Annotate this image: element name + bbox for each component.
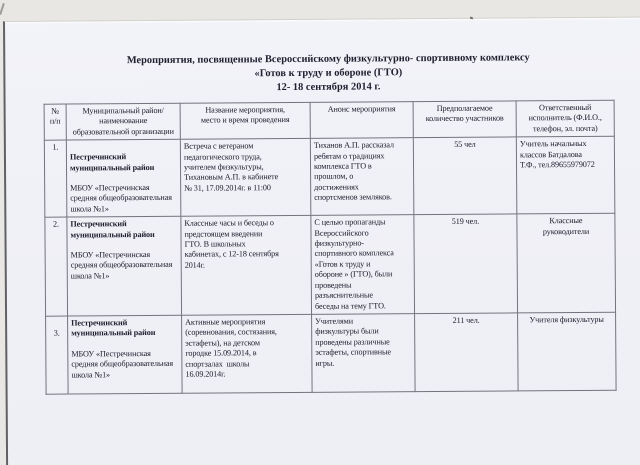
column-header-announcement: Анонс мероприятия <box>310 101 414 139</box>
table-row-2: 2. Пестречинский муниципальный район МБО… <box>44 213 616 317</box>
table-row-1: 1. Пестречинский муниципальный район МБО… <box>44 136 615 218</box>
cell-announcement: С целью пропаганды Всероссийского физкул… <box>310 214 415 315</box>
cell-district: Пестречинский муниципальный район МБОУ «… <box>66 139 181 218</box>
cell-district: Пестречинский муниципальный район МБОУ «… <box>67 315 183 394</box>
column-header-number: № п/п <box>44 104 67 141</box>
cell-responsible: Учитель начальных классов Батдалова Т.Ф.… <box>516 136 615 215</box>
column-header-participants: Предполагаемое количество участников <box>413 100 517 138</box>
row-number: 3. <box>53 328 60 338</box>
header-text: Предполагаемое количество участников <box>425 103 504 124</box>
header-text: Название мероприятия, место и время пров… <box>200 105 290 126</box>
district-name: Пестречинский муниципальный район <box>70 219 155 240</box>
column-header-district: Муниципальный район/ наименование образо… <box>66 103 181 141</box>
document-title: Мероприятия, посвященные Всероссийскому … <box>43 51 613 97</box>
participant-count: 211 чел. <box>452 315 480 325</box>
cell-number: 1. <box>44 140 67 218</box>
cell-event: Активные мероприятия (соревнования, сост… <box>181 314 313 394</box>
events-table: № п/п Муниципальный район/ наименование … <box>44 100 617 395</box>
organization-name: МБОУ «Пестречинская средняя общеобразова… <box>70 183 172 214</box>
row-number: 2. <box>52 219 59 229</box>
header-text: Ответственный исполнитель (Ф.И.О., телеф… <box>528 102 602 134</box>
cell-district: Пестречинский муниципальный район МБОУ «… <box>66 216 182 316</box>
district-name: Пестречинский муниципальный район <box>71 318 156 338</box>
header-text: № п/п <box>49 106 61 127</box>
column-header-responsible: Ответственный исполнитель (Ф.И.О., телеф… <box>516 100 615 138</box>
responsible-person: Классные руководители <box>542 216 590 236</box>
organization-name: МБОУ «Пестречинская средняя общеобразова… <box>70 250 173 281</box>
title-line-3: 12- 18 сентября 2014 г. <box>276 81 381 94</box>
announcement-text: С целью пропаганды Всероссийского физкул… <box>314 217 394 311</box>
cell-participants: 519 чел. <box>413 214 518 314</box>
column-header-event-name: Название мероприятия, место и время пров… <box>180 102 311 140</box>
header-text: Муниципальный район/ наименование образо… <box>72 105 174 137</box>
event-description: Активные мероприятия (соревнования, сост… <box>185 317 277 379</box>
event-description: Встреча с ветераном педагогического труд… <box>183 141 279 193</box>
cell-announcement: Учителями физкультуры были проведены раз… <box>311 313 416 393</box>
table-row-3: 3. Пестречинский муниципальный район МБО… <box>45 312 617 395</box>
scan-corner-mark <box>0 2 5 16</box>
cell-event: Классные часы и беседы о предстоящем вве… <box>180 215 312 316</box>
participant-count: 55 чел <box>454 139 476 150</box>
cell-number: 2. <box>44 217 68 317</box>
cell-responsible: Классные руководители <box>516 213 616 313</box>
row-number: 1. <box>52 142 59 152</box>
cell-announcement: Тиханов А.П. рассказал ребятам о традици… <box>310 137 414 216</box>
cell-participants: 211 чел. <box>414 312 519 392</box>
organization-name: МБОУ «Пестречинская средняя общеобразова… <box>71 348 174 380</box>
district-name: Пестречинский муниципальный район <box>69 152 155 173</box>
announcement-text: Учителями физкультуры были проведены раз… <box>315 316 391 368</box>
participant-count: 519 чел. <box>451 216 480 227</box>
cell-number: 3. <box>45 315 69 395</box>
table-header-row: № п/п Муниципальный район/ наименование … <box>44 100 615 141</box>
cell-event: Встреча с ветераном педагогического труд… <box>180 138 311 217</box>
header-text: Анонс мероприятия <box>327 104 396 114</box>
announcement-text: Тиханов А.П. рассказал ребятам о традици… <box>313 140 394 203</box>
scanned-page: Мероприятия, посвященные Всероссийскому … <box>3 16 640 465</box>
event-description: Классные часы и беседы о предстоящем вве… <box>184 218 279 270</box>
responsible-person: Учитель начальных классов Батдалова Т.Ф.… <box>519 139 595 170</box>
responsible-person: Учителя физкультуры <box>529 314 604 325</box>
cell-responsible: Учителя физкультуры <box>517 312 617 391</box>
cell-participants: 55 чел <box>413 137 517 215</box>
